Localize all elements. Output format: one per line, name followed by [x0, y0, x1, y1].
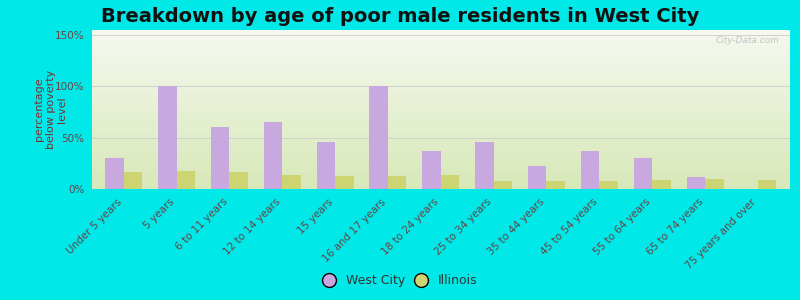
Bar: [106, 158, 124, 189]
Bar: [686, 177, 705, 189]
Bar: [211, 128, 230, 189]
Bar: [264, 122, 282, 189]
Bar: [317, 142, 335, 189]
Bar: [335, 176, 354, 189]
Y-axis label: percentage
below poverty
level: percentage below poverty level: [34, 70, 67, 149]
Bar: [441, 175, 459, 189]
Text: City-Data.com: City-Data.com: [715, 36, 779, 45]
Bar: [177, 170, 195, 189]
Bar: [282, 175, 301, 189]
Text: Breakdown by age of poor male residents in West City: Breakdown by age of poor male residents …: [101, 8, 699, 26]
Bar: [528, 167, 546, 189]
Bar: [634, 158, 652, 189]
Bar: [124, 172, 142, 189]
Bar: [370, 86, 388, 189]
Bar: [475, 142, 494, 189]
Bar: [388, 176, 406, 189]
Bar: [758, 180, 776, 189]
Bar: [581, 151, 599, 189]
Bar: [652, 180, 670, 189]
Bar: [705, 179, 723, 189]
Bar: [494, 181, 512, 189]
Legend: West City, Illinois: West City, Illinois: [318, 269, 482, 292]
Bar: [158, 86, 177, 189]
Bar: [230, 172, 248, 189]
Bar: [546, 181, 565, 189]
Bar: [599, 181, 618, 189]
Bar: [422, 151, 441, 189]
